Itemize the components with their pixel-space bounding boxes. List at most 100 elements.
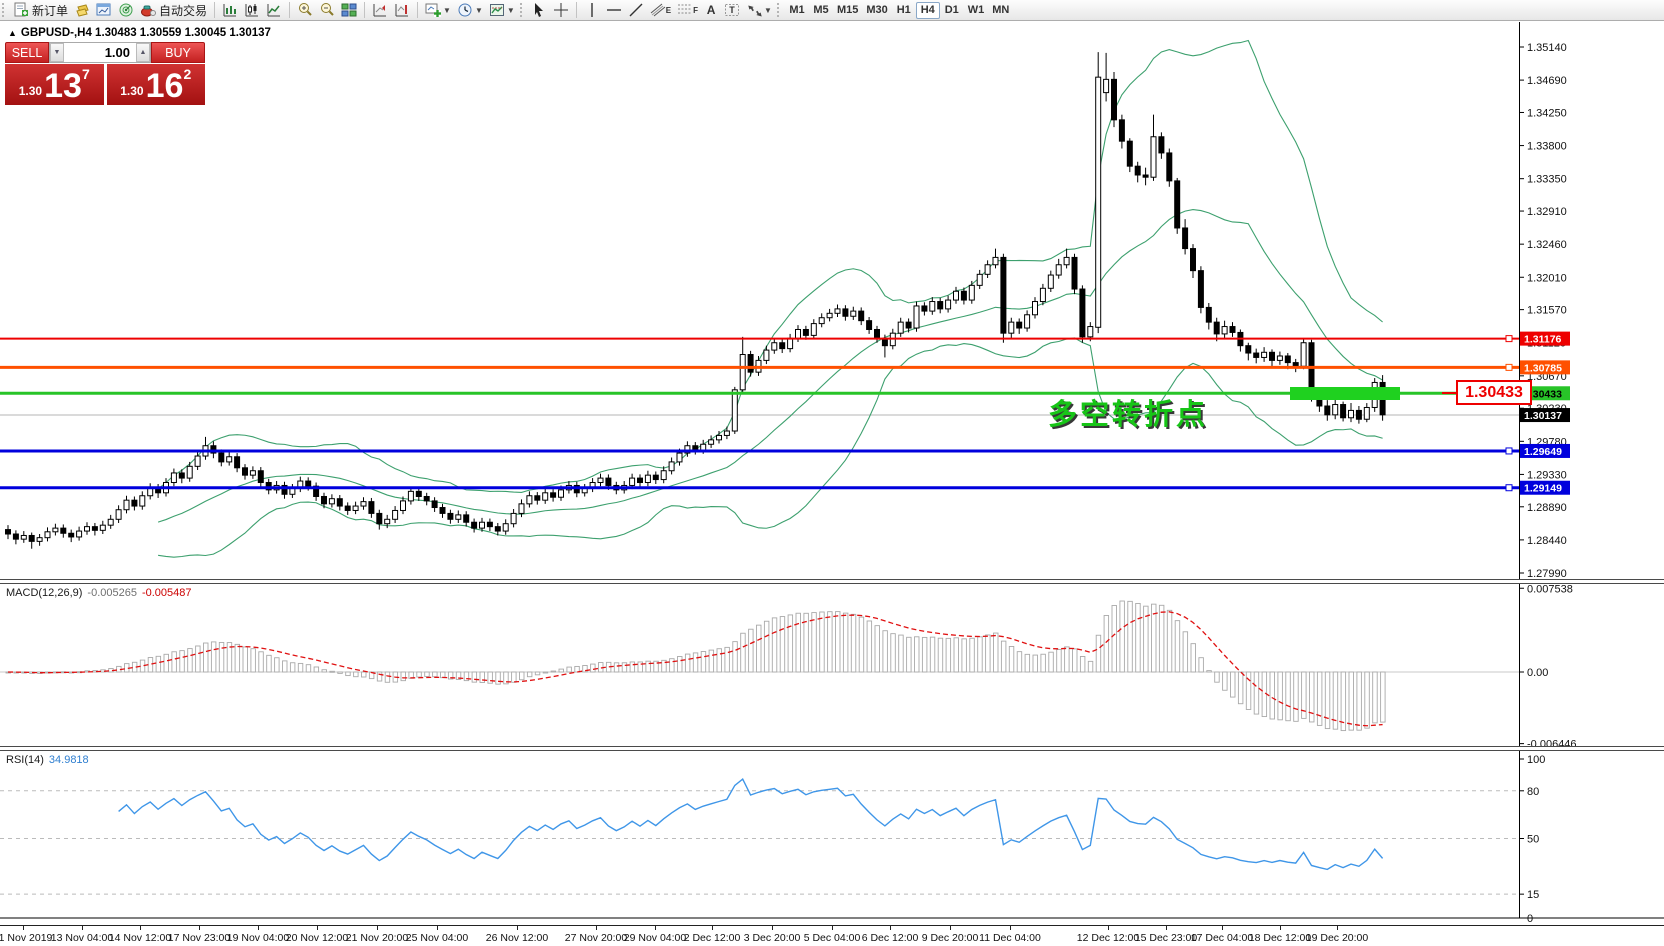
volume-increase-button[interactable]: ▲ (136, 43, 150, 62)
time-label: 19 Nov 04:00 (226, 932, 290, 944)
timeframe-h1[interactable]: H1 (896, 4, 911, 16)
buy-price-button[interactable]: 1.30 16 2 (106, 64, 205, 105)
timeframe-m5[interactable]: M5 (813, 4, 829, 16)
dropdown-arrow-icon: ▼ (474, 5, 483, 15)
time-label: 5 Dec 04:00 (803, 932, 861, 944)
market-watch-icon (96, 2, 112, 18)
cursor-tool-button[interactable] (528, 1, 550, 19)
new-chart-button[interactable]: ▼ (422, 1, 454, 19)
buy-button[interactable]: BUY (151, 42, 205, 63)
svg-text:1.31570: 1.31570 (1527, 305, 1567, 317)
time-label: 19 Dec 20:00 (1305, 932, 1369, 944)
text-label-tool-button[interactable]: T (721, 1, 743, 19)
arrows-icon (746, 2, 762, 18)
hline-handle[interactable] (1505, 335, 1513, 343)
equidistant-channel-tool-button[interactable]: E (647, 1, 674, 19)
time-tick (890, 926, 891, 930)
candle-chart-mode-button[interactable] (241, 1, 263, 19)
volume-input[interactable] (64, 43, 136, 62)
toolbar-grip[interactable] (519, 3, 525, 17)
rsi-name: RSI(14) (6, 754, 44, 766)
time-tick (1010, 926, 1011, 930)
sell-price-button[interactable]: 1.30 13 7 (5, 64, 104, 105)
svg-text:1.32460: 1.32460 (1527, 239, 1567, 251)
zoom-in-button[interactable] (294, 1, 316, 19)
sell-price-main: 13 (44, 67, 82, 105)
time-tick (140, 926, 141, 930)
auto-scroll-button[interactable] (391, 1, 413, 19)
cursor-icon (531, 2, 547, 18)
timeframe-m30[interactable]: M30 (866, 4, 888, 16)
bar-chart-mode-button[interactable] (219, 1, 241, 19)
market-watch-button[interactable] (93, 1, 115, 19)
zoom-out-button[interactable] (316, 1, 338, 19)
hline-handle[interactable] (1505, 484, 1513, 492)
time-label: 2 Dec 12:00 (683, 932, 741, 944)
time-tick (258, 926, 259, 930)
price-tag-label[interactable]: 1.30433 (1456, 380, 1532, 406)
timeframe-w1[interactable]: W1 (967, 4, 985, 16)
time-tick (1108, 926, 1109, 930)
time-label: 17 Dec 04:00 (1190, 932, 1254, 944)
text-tool-icon: A (706, 3, 716, 17)
time-label: 29 Nov 04:00 (623, 932, 687, 944)
timeframe-h4[interactable]: H4 (915, 1, 940, 19)
svg-text:1.33350: 1.33350 (1527, 174, 1567, 186)
fibonacci-tool-button[interactable]: F (674, 1, 701, 19)
svg-text:1.27990: 1.27990 (1527, 568, 1567, 579)
arrows-tool-button[interactable]: ▼ (743, 1, 775, 19)
timeframe-m1[interactable]: M1 (789, 4, 805, 16)
time-label: 25 Nov 04:00 (405, 932, 469, 944)
text-tool-button[interactable]: A (701, 1, 721, 19)
highlight-rectangle-drawing[interactable] (1290, 386, 1400, 400)
new-order-button[interactable]: 新订单 (10, 1, 71, 19)
line-chart-mode-button[interactable] (263, 1, 285, 19)
volume-decrease-button[interactable]: ▼ (50, 43, 64, 62)
periods-button[interactable]: ▼ (454, 1, 486, 19)
panel-splitter[interactable] (0, 579, 1664, 584)
crosshair-icon (553, 2, 569, 18)
time-label: 17 Nov 23:00 (167, 932, 231, 944)
hline-handle[interactable] (1505, 447, 1513, 455)
svg-text:1.32910: 1.32910 (1527, 206, 1567, 218)
svg-text:1.34250: 1.34250 (1527, 107, 1567, 119)
tile-windows-button[interactable] (338, 1, 360, 19)
svg-text:1.30137: 1.30137 (1524, 410, 1562, 422)
time-label: 13 Nov 04:00 (50, 932, 114, 944)
hline-handle[interactable] (1505, 363, 1513, 371)
data-window-button[interactable] (115, 1, 137, 19)
volume-box: ▼ ▲ (49, 42, 151, 63)
time-tick (1166, 926, 1167, 930)
svg-text:0.007538: 0.007538 (1527, 584, 1573, 595)
vertical-line-tool-button[interactable] (581, 1, 603, 19)
time-tick (23, 926, 24, 930)
timeframe-mn[interactable]: MN (992, 4, 1010, 16)
zoom-out-icon (319, 2, 335, 18)
vertical-line-icon (584, 2, 600, 18)
timeframe-m15[interactable]: M15 (836, 4, 859, 16)
new-order-icon (13, 2, 29, 18)
time-tick (596, 926, 597, 930)
horizontal-line-tool-button[interactable] (603, 1, 625, 19)
time-label: 12 Dec 12:00 (1076, 932, 1140, 944)
symbol-ohlc-text: GBPUSD-,H4 1.30483 1.30559 1.30045 1.301… (20, 27, 271, 39)
crosshair-tool-button[interactable] (550, 1, 572, 19)
sell-button[interactable]: SELL (5, 42, 49, 63)
chart-annotation-text[interactable]: 多空转折点 (1048, 399, 1209, 432)
fibonacci-icon (677, 2, 693, 18)
chart-shift-button[interactable] (369, 1, 391, 19)
toolbar-grip[interactable] (776, 3, 782, 17)
buy-price-pip: 2 (183, 66, 192, 82)
toolbar-grip[interactable] (2, 3, 7, 17)
templates-button[interactable]: ▼ (486, 1, 518, 19)
macd-signal-value: -0.005487 (141, 587, 192, 599)
trendline-tool-button[interactable] (625, 1, 647, 19)
panel-splitter[interactable] (0, 746, 1664, 751)
time-label: 3 Dec 20:00 (743, 932, 801, 944)
gold-symbol-button[interactable] (71, 1, 93, 19)
svg-text:1.29149: 1.29149 (1524, 483, 1562, 495)
timeframe-d1[interactable]: D1 (944, 4, 959, 16)
macd-main-value: -0.005265 (87, 587, 137, 599)
auto-trading-button[interactable]: 自动交易 (137, 1, 210, 19)
